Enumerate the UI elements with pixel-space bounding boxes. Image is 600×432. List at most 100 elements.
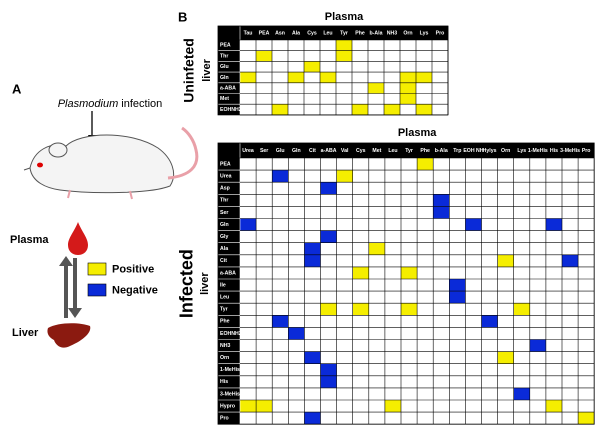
group-label: Infected: [177, 249, 197, 318]
tissue-label: liver: [201, 58, 213, 81]
column-header: Hylys: [483, 148, 497, 154]
cell: [513, 387, 530, 400]
row-label: EOHNH2: [220, 107, 242, 113]
cell: [368, 242, 385, 255]
cell: [256, 50, 272, 62]
column-header: Tyr: [340, 30, 348, 36]
cell: [433, 206, 450, 219]
cell: [240, 400, 257, 413]
cell: [433, 194, 450, 207]
row-label: Thr: [220, 53, 228, 59]
mouse-tail: [167, 126, 199, 180]
column-header: b-Ala: [370, 30, 383, 36]
cell: [352, 303, 369, 316]
column-header: Lys: [517, 148, 526, 154]
row-label: EOHNH2: [220, 331, 242, 337]
cell: [320, 363, 337, 376]
row-label: His: [220, 379, 228, 385]
cell: [545, 218, 562, 231]
up-arrow: [59, 256, 73, 318]
cell: [352, 266, 369, 279]
plasma-label: Plasma: [10, 234, 49, 246]
cell: [400, 93, 416, 105]
column-header: b-Ala: [435, 148, 448, 154]
tables: Plasma Uninfeted liver Tau PEA Asn Ala Cys Leu Ty…: [177, 11, 595, 425]
column-header: Trp: [453, 148, 461, 154]
row-label: NH3: [220, 343, 230, 349]
column-header: Pro: [436, 30, 445, 36]
legend: Positive Negative: [87, 262, 158, 297]
column-header: Leu: [388, 148, 397, 154]
row-label: 3-MeHis: [220, 391, 240, 397]
cell: [401, 303, 418, 316]
column-header: Ser: [260, 148, 268, 154]
row-label: Leu: [220, 295, 229, 301]
mouse: [23, 126, 199, 200]
column-header: Cit: [309, 148, 316, 154]
column-header: Orn: [403, 30, 412, 36]
cell: [304, 254, 321, 267]
row-label: a-ABA: [220, 86, 236, 92]
cell: [320, 230, 337, 243]
column-header: Phe: [420, 148, 430, 154]
column-header: Tau: [244, 30, 253, 36]
cell: [384, 400, 401, 413]
cell: [304, 351, 321, 364]
column-header: Asn: [275, 30, 285, 36]
panel-label: B: [178, 9, 187, 24]
liver-icon: [47, 323, 91, 348]
cell: [529, 339, 546, 352]
infection-italic: Plasmodium: [58, 98, 119, 110]
mouse-ear: [48, 142, 68, 158]
mouse-eye: [37, 162, 43, 168]
column-header: Ala: [292, 30, 300, 36]
column-header: 1-MeHis: [528, 148, 548, 154]
column-header: Cys: [307, 30, 317, 36]
row-label: Pro: [220, 416, 229, 422]
column-header: Pro: [582, 148, 591, 154]
legend-label: Positive: [112, 263, 154, 275]
row-label: a-ABA: [220, 270, 236, 276]
column-header: EOH NH: [463, 148, 483, 154]
cell: [288, 72, 304, 83]
row-label: Met: [220, 96, 229, 102]
column-header: Gln: [292, 148, 301, 154]
cell: [416, 72, 432, 83]
row-header: [218, 143, 240, 425]
blood-drop: [68, 222, 88, 255]
column-header: Glu: [276, 148, 285, 154]
cell: [465, 218, 482, 231]
cell: [352, 104, 368, 115]
header-row: [218, 26, 448, 40]
cell: [240, 218, 257, 231]
cell: [497, 254, 514, 267]
column-header: Met: [372, 148, 381, 154]
row-label: PEA: [220, 43, 231, 49]
legend-swatch: [87, 283, 107, 297]
cell: [336, 50, 352, 62]
cell: [449, 279, 466, 292]
mouse-body: [29, 134, 174, 194]
column-header: Phe: [355, 30, 365, 36]
infection-rest: infection: [118, 98, 162, 110]
cell: [481, 315, 498, 328]
table-title: Plasma: [398, 127, 437, 139]
cell: [417, 158, 434, 171]
row-label: Gln: [220, 75, 229, 81]
row-label: Ser: [220, 210, 228, 216]
mouse-feet: [67, 189, 133, 200]
cell: [497, 351, 514, 364]
cell: [336, 170, 353, 183]
row-label: Hypro: [220, 403, 235, 409]
row-label: Ile: [220, 282, 226, 288]
column-header: PEA: [259, 30, 270, 36]
cell: [272, 315, 289, 328]
row-label: Gly: [220, 234, 228, 240]
cell: [400, 82, 416, 94]
row-label: Tyr: [220, 307, 228, 313]
column-header: Cys: [356, 148, 366, 154]
column-header: Orn: [501, 148, 510, 154]
column-header: His: [550, 148, 558, 154]
cell: [304, 412, 321, 425]
